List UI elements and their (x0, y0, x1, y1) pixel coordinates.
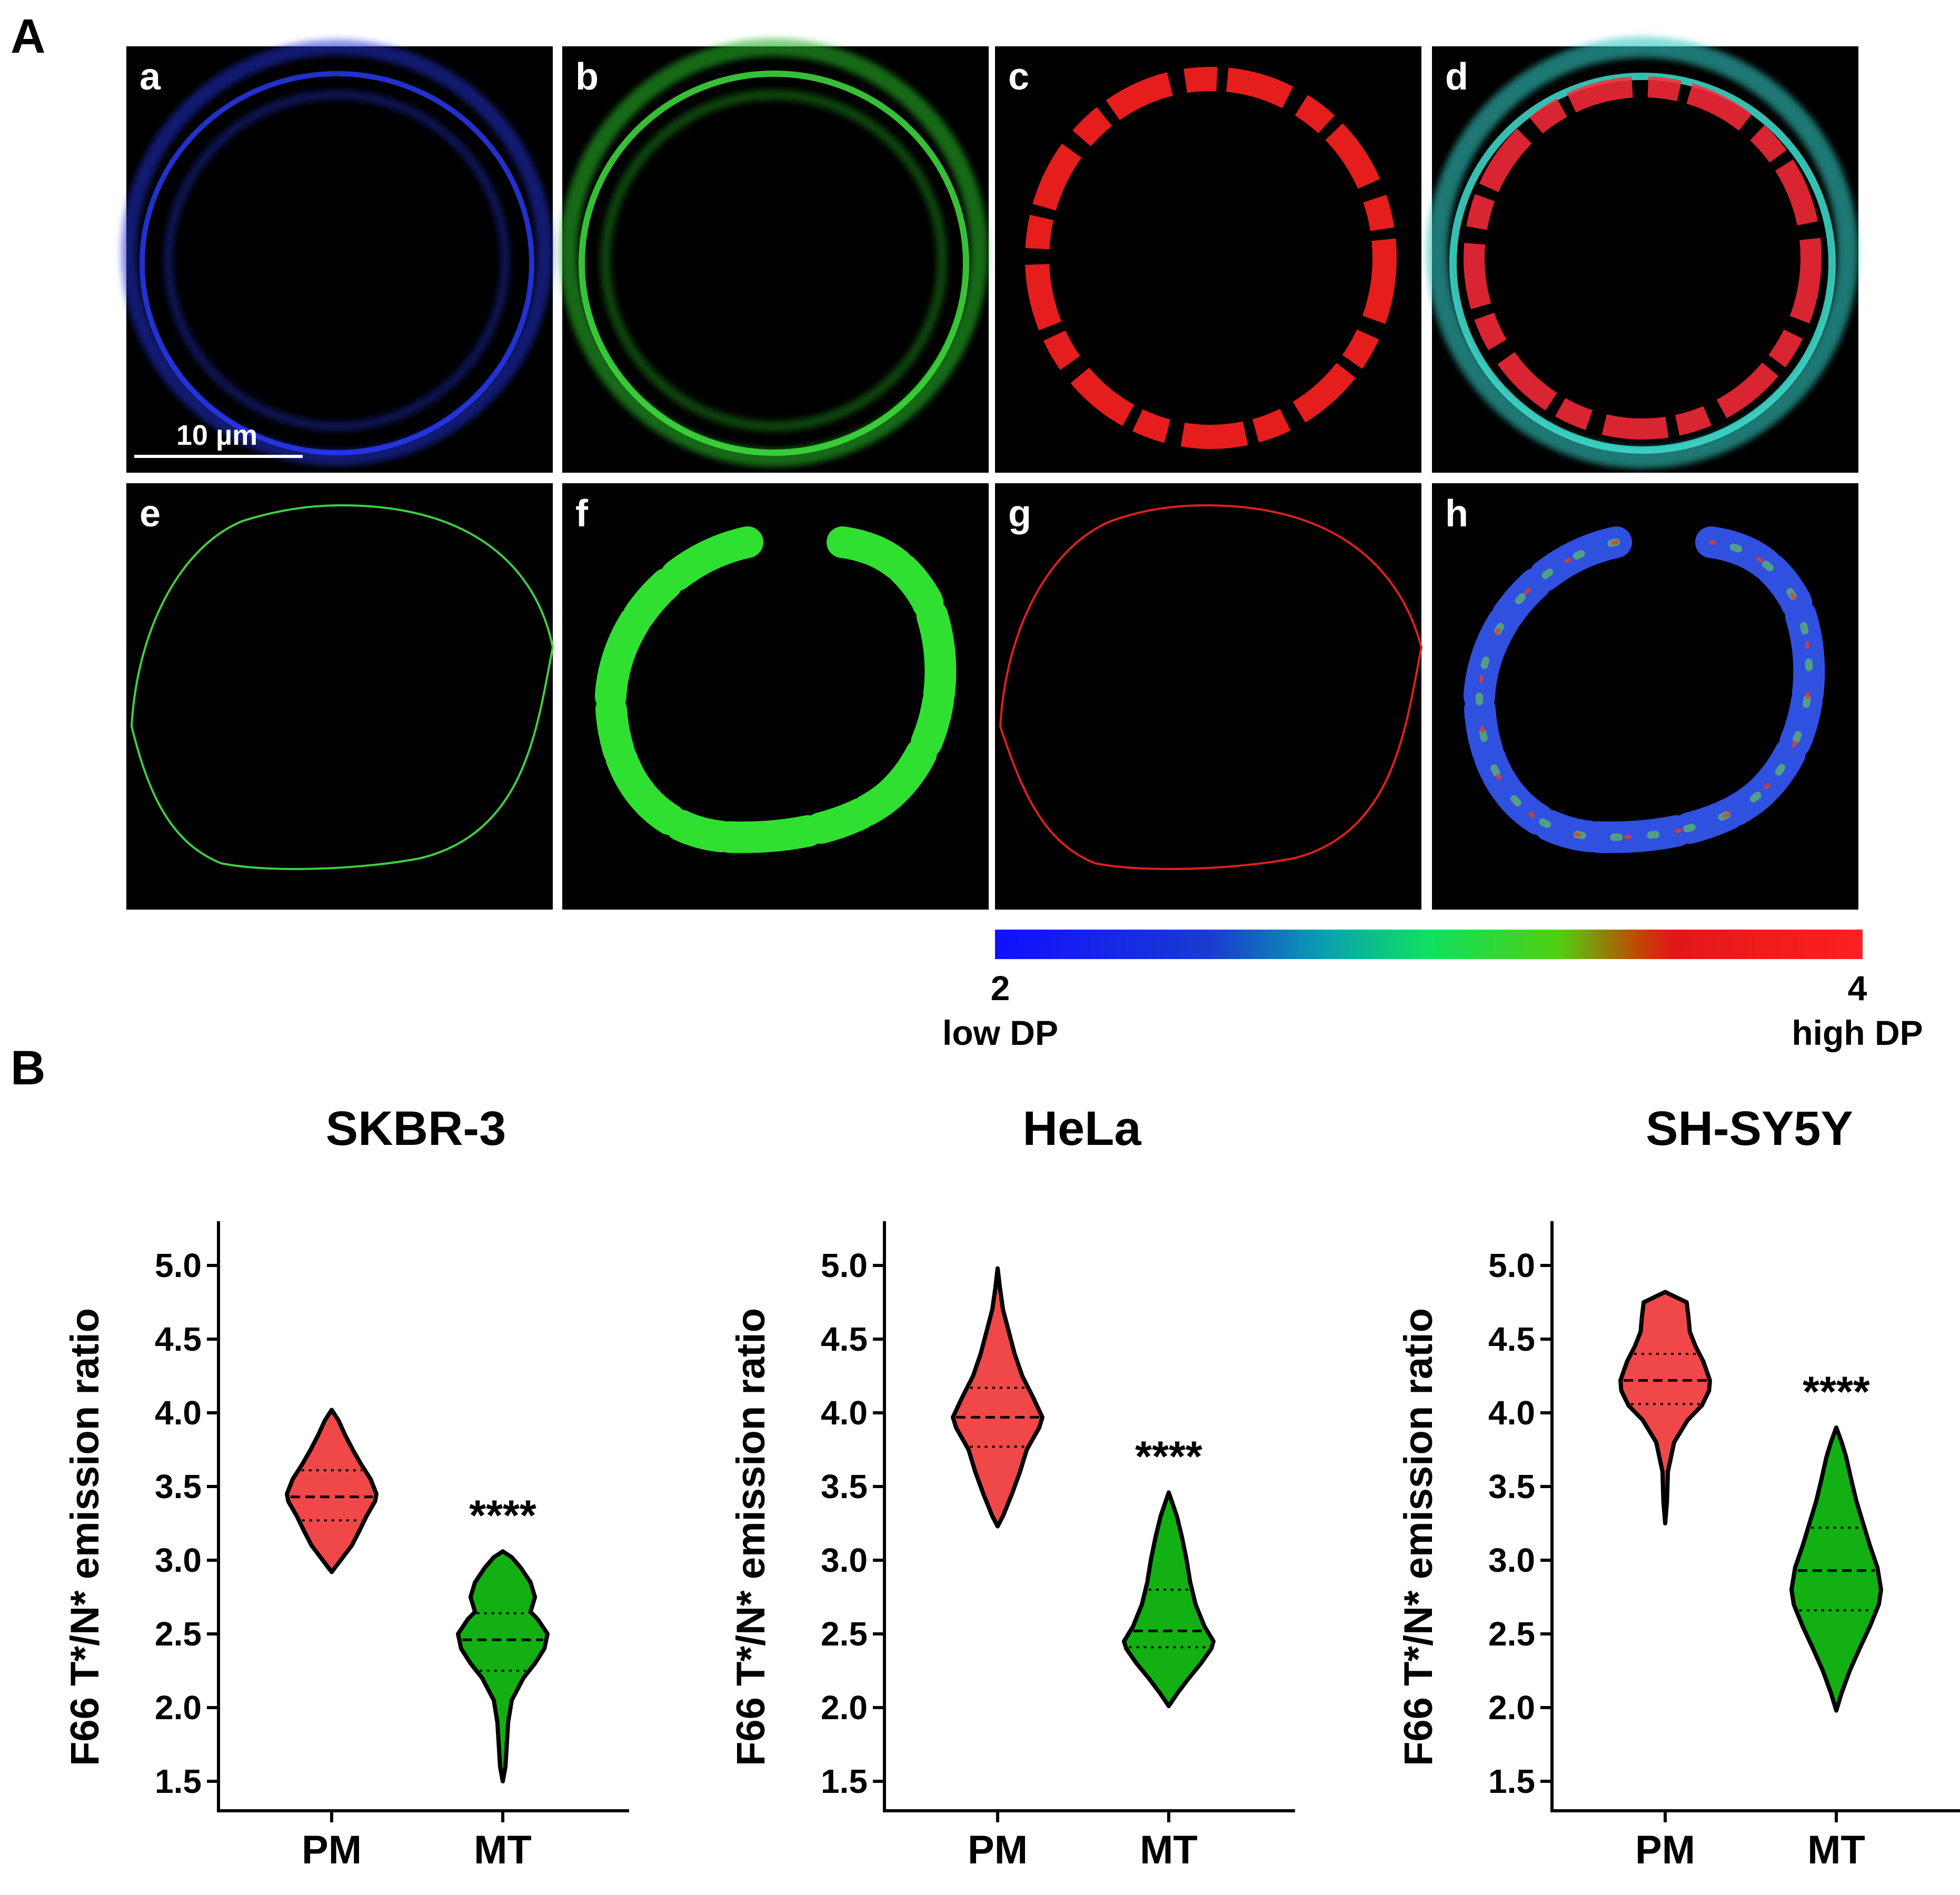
colorbar-min-label: low DP (942, 1013, 1058, 1052)
image-d-merge (1427, 37, 1858, 468)
y-tick-label: 5.0 (821, 1246, 868, 1284)
violin-PM (951, 1266, 1044, 1529)
chart-title: SKBR-3 (326, 1102, 506, 1155)
y-axis-label: F66 T*/N* emission ratio (1396, 1308, 1441, 1766)
y-tick-label: 5.0 (155, 1246, 202, 1284)
y-tick-label: 2.5 (155, 1615, 202, 1653)
image-c (995, 46, 1421, 473)
image-e-outline (130, 504, 554, 870)
y-tick-label: 4.0 (1488, 1394, 1535, 1432)
violin-PM (1618, 1290, 1712, 1525)
y-tick-label: 2.0 (821, 1689, 868, 1727)
panel-a-label: A (11, 9, 45, 63)
scale-bar-label: 10 µm (176, 420, 257, 451)
y-tick-label: 3.5 (155, 1468, 202, 1505)
violin-MT (1789, 1425, 1883, 1713)
image-a-cell (121, 39, 553, 466)
y-tick-label: 4.0 (155, 1394, 202, 1432)
y-tick-label: 3.0 (1488, 1541, 1535, 1579)
significance-label: **** (469, 1492, 536, 1540)
x-tick-label: MT (1140, 1828, 1198, 1872)
y-tick-label: 3.0 (821, 1541, 868, 1579)
image-b-cell (560, 38, 988, 467)
x-tick-label: PM (302, 1828, 362, 1872)
violin-MT (1122, 1490, 1216, 1709)
colorbar-min-value: 2 (991, 969, 1010, 1008)
chart-title: SH-SY5Y (1646, 1102, 1853, 1155)
y-tick-label: 3.0 (155, 1541, 202, 1579)
x-tick-label: PM (1635, 1828, 1695, 1872)
y-tick-label: 2.5 (1488, 1615, 1535, 1653)
panel-b-label: B (11, 1041, 45, 1095)
subpanel-label-d: d (1445, 56, 1468, 98)
violin-chart-0: SKBR-3 1.5 2.0 2.5 3.0 3.5 4.0 4.5 5.0 F66 T*/N* … (63, 1102, 629, 1872)
x-tick-label: MT (474, 1828, 532, 1872)
subpanel-label-e: e (140, 493, 161, 535)
violin-chart-2: SH-SY5Y 1.5 2.0 2.5 3.0 3.5 4.0 4.5 5.0 F66 T*/N*… (1396, 1102, 1960, 1872)
subpanel-label-c: c (1008, 56, 1029, 98)
image-e (126, 483, 553, 910)
image-g (995, 483, 1421, 910)
colorbar-max-value: 4 (1848, 969, 1867, 1008)
y-axis-label: F66 T*/N* emission ratio (729, 1308, 773, 1766)
y-tick-label: 1.5 (1488, 1762, 1535, 1800)
y-tick-label: 3.5 (821, 1468, 868, 1505)
y-axis-label: F66 T*/N* emission ratio (63, 1308, 107, 1766)
significance-label: **** (1135, 1433, 1202, 1481)
y-tick-label: 4.5 (821, 1320, 868, 1358)
y-tick-label: 2.0 (155, 1689, 202, 1727)
colorbar-max-label: high DP (1792, 1013, 1923, 1052)
dp-colorbar (995, 930, 1863, 959)
image-c-mitochondria (1025, 67, 1397, 449)
subpanel-label-g: g (1008, 493, 1031, 535)
y-tick-label: 1.5 (821, 1762, 868, 1800)
image-f-mask (594, 526, 957, 853)
violin-chart-1: HeLa 1.5 2.0 2.5 3.0 3.5 4.0 4.5 5.0 F66 T*/N* em… (729, 1102, 1295, 1872)
y-tick-label: 4.5 (1488, 1320, 1535, 1358)
chart-title: HeLa (1023, 1102, 1142, 1155)
violin-MT (456, 1549, 550, 1783)
y-tick-label: 5.0 (1488, 1246, 1535, 1284)
x-tick-label: MT (1807, 1828, 1865, 1872)
subpanel-label-f: f (575, 493, 589, 535)
y-tick-label: 2.5 (821, 1615, 868, 1653)
significance-label: **** (1803, 1368, 1870, 1416)
y-tick-label: 3.5 (1488, 1468, 1535, 1505)
subpanel-label-a: a (140, 56, 161, 98)
violin-charts: SKBR-3 1.5 2.0 2.5 3.0 3.5 4.0 4.5 5.0 F66 T*/N* … (63, 1102, 1960, 1872)
microscopy-grid: a b c d e f g h 10 µm (121, 37, 1858, 910)
image-g-outline (999, 504, 1423, 870)
y-tick-label: 4.5 (155, 1320, 202, 1358)
y-tick-label: 4.0 (821, 1394, 868, 1432)
subpanel-label-h: h (1445, 493, 1468, 535)
image-h-dp-map (1463, 526, 1825, 853)
x-tick-label: PM (968, 1828, 1028, 1872)
y-tick-label: 2.0 (1488, 1689, 1535, 1727)
violin-PM (285, 1408, 379, 1574)
y-tick-label: 1.5 (155, 1762, 202, 1800)
subpanel-label-b: b (575, 56, 599, 98)
scale-bar (134, 455, 303, 458)
